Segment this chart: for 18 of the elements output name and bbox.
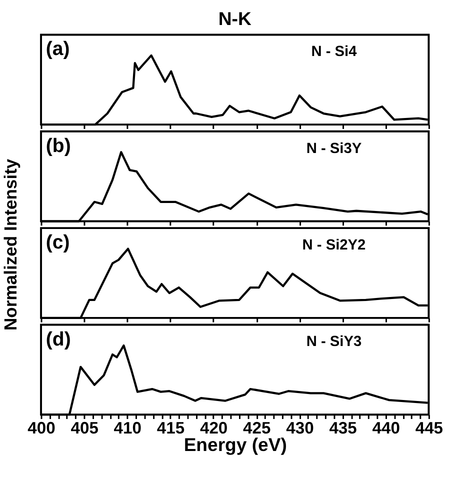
annotation: N - SiY3 [306, 334, 362, 350]
x-tick-label: 405 [70, 418, 98, 438]
annotation: (a) [46, 38, 70, 60]
y-axis-title: Normalized Intensity [0, 158, 21, 331]
annotation: N - Si3Y [306, 140, 362, 157]
x-tick-label: 445 [415, 418, 444, 438]
annotation: (b) [46, 134, 71, 157]
chart-title: N-K [218, 8, 252, 29]
x-tick-label: 400 [28, 418, 56, 438]
x-tick-label: 410 [114, 418, 142, 438]
annotation: (d) [46, 328, 71, 350]
annotation: N - Si2Y2 [302, 238, 366, 254]
annotation: N - Si4 [311, 44, 358, 60]
x-tick-label: 440 [372, 418, 400, 438]
x-tick-label: 435 [329, 418, 357, 438]
x-tick-label: 430 [286, 418, 314, 438]
x-tick-label: 415 [156, 418, 185, 438]
annotation: (c) [46, 232, 70, 254]
